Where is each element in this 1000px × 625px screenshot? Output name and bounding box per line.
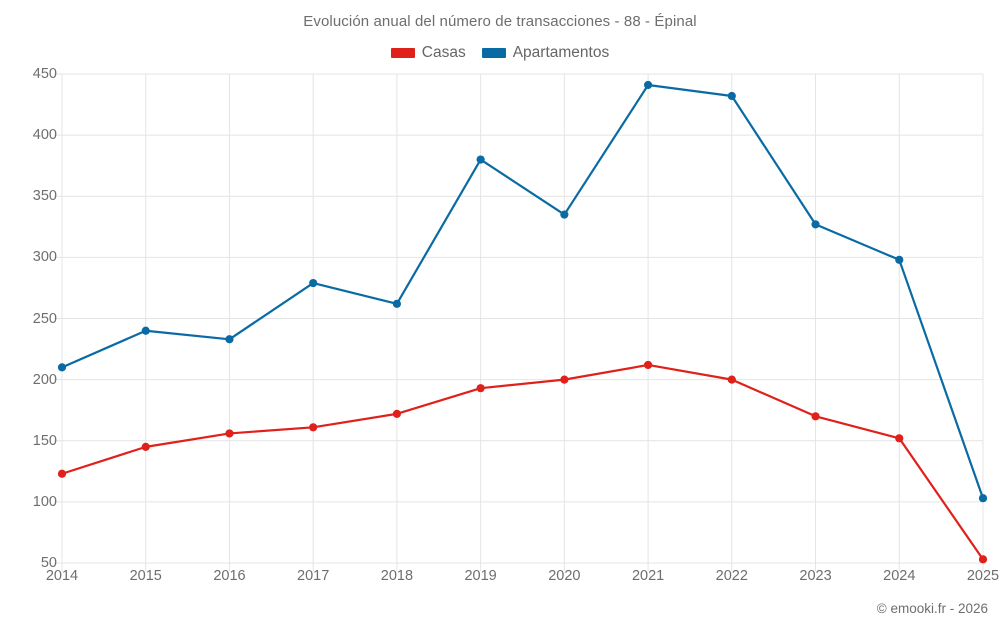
data-point[interactable] [309,423,318,432]
data-point[interactable] [141,442,150,451]
data-point[interactable] [57,363,67,372]
data-point[interactable] [727,375,736,384]
footer-credit: © emooki.fr - 2026 [876,601,988,616]
series-casas [57,360,988,564]
x-axis-tick-label: 2015 [129,568,162,584]
y-axis-tick-label: 50 [40,555,57,571]
x-axis-tick-label: 2020 [548,568,581,584]
legend-label-apartamentos: Apartamentos [512,44,610,61]
y-axis: 50 100 150 200 250 300 350 400 450 [0,0,57,625]
y-axis-tick-label: 150 [32,432,57,449]
data-point[interactable] [225,335,234,344]
legend-swatch-icon-casas [390,48,415,58]
data-point[interactable] [727,91,736,101]
y-axis-tick-label: 350 [32,188,57,205]
y-axis-tick-label: 250 [32,310,57,327]
series-line-apartamentos [60,83,985,500]
y-axis-tick-label: 450 [32,66,57,82]
data-point[interactable] [225,429,234,438]
data-point[interactable] [57,469,67,478]
data-point[interactable] [643,80,653,90]
data-point[interactable] [978,494,988,503]
data-point[interactable] [895,255,904,264]
data-point[interactable] [811,220,820,229]
legend-swatch-icon-apartamentos [481,48,506,58]
chart-legend: Casas Apartamentos [0,44,1000,62]
y-axis-tick-label: 300 [32,249,57,266]
data-point[interactable] [978,555,988,564]
x-axis-tick-label: 2022 [715,568,748,584]
x-axis-tick-label: 2025 [966,568,1000,584]
data-point[interactable] [811,412,820,421]
x-axis-tick-label: 2017 [297,568,330,584]
series-apartamentos [57,80,988,503]
y-axis-tick-label: 400 [32,127,57,144]
series-line-casas [60,363,985,561]
x-axis-tick-label: 2018 [380,568,414,584]
data-point[interactable] [476,384,485,393]
data-point[interactable] [309,278,318,288]
data-point[interactable] [895,434,904,443]
x-axis-tick-label: 2021 [631,568,665,584]
legend-item-casas[interactable]: Casas [390,44,466,62]
grid-lines [54,73,984,571]
data-point[interactable] [141,326,150,335]
data-point[interactable] [560,375,569,384]
y-axis-tick-label: 100 [32,493,57,510]
data-point[interactable] [643,360,653,370]
x-axis-tick-label: 2024 [883,568,916,584]
y-axis-tick-label: 200 [32,371,57,388]
x-axis-tick-label: 2016 [213,568,246,584]
legend-item-apartamentos[interactable]: Apartamentos [481,44,610,62]
legend-label-casas: Casas [421,44,466,61]
x-axis-tick-label: 2019 [464,568,497,584]
data-point[interactable] [476,155,485,164]
x-axis-tick-label: 2014 [45,568,79,584]
data-point[interactable] [392,409,402,418]
data-point[interactable] [560,210,569,219]
data-point[interactable] [392,299,402,308]
x-axis-tick-label: 2023 [799,568,832,584]
chart-title: Evolución anual del número de transaccio… [303,13,697,30]
